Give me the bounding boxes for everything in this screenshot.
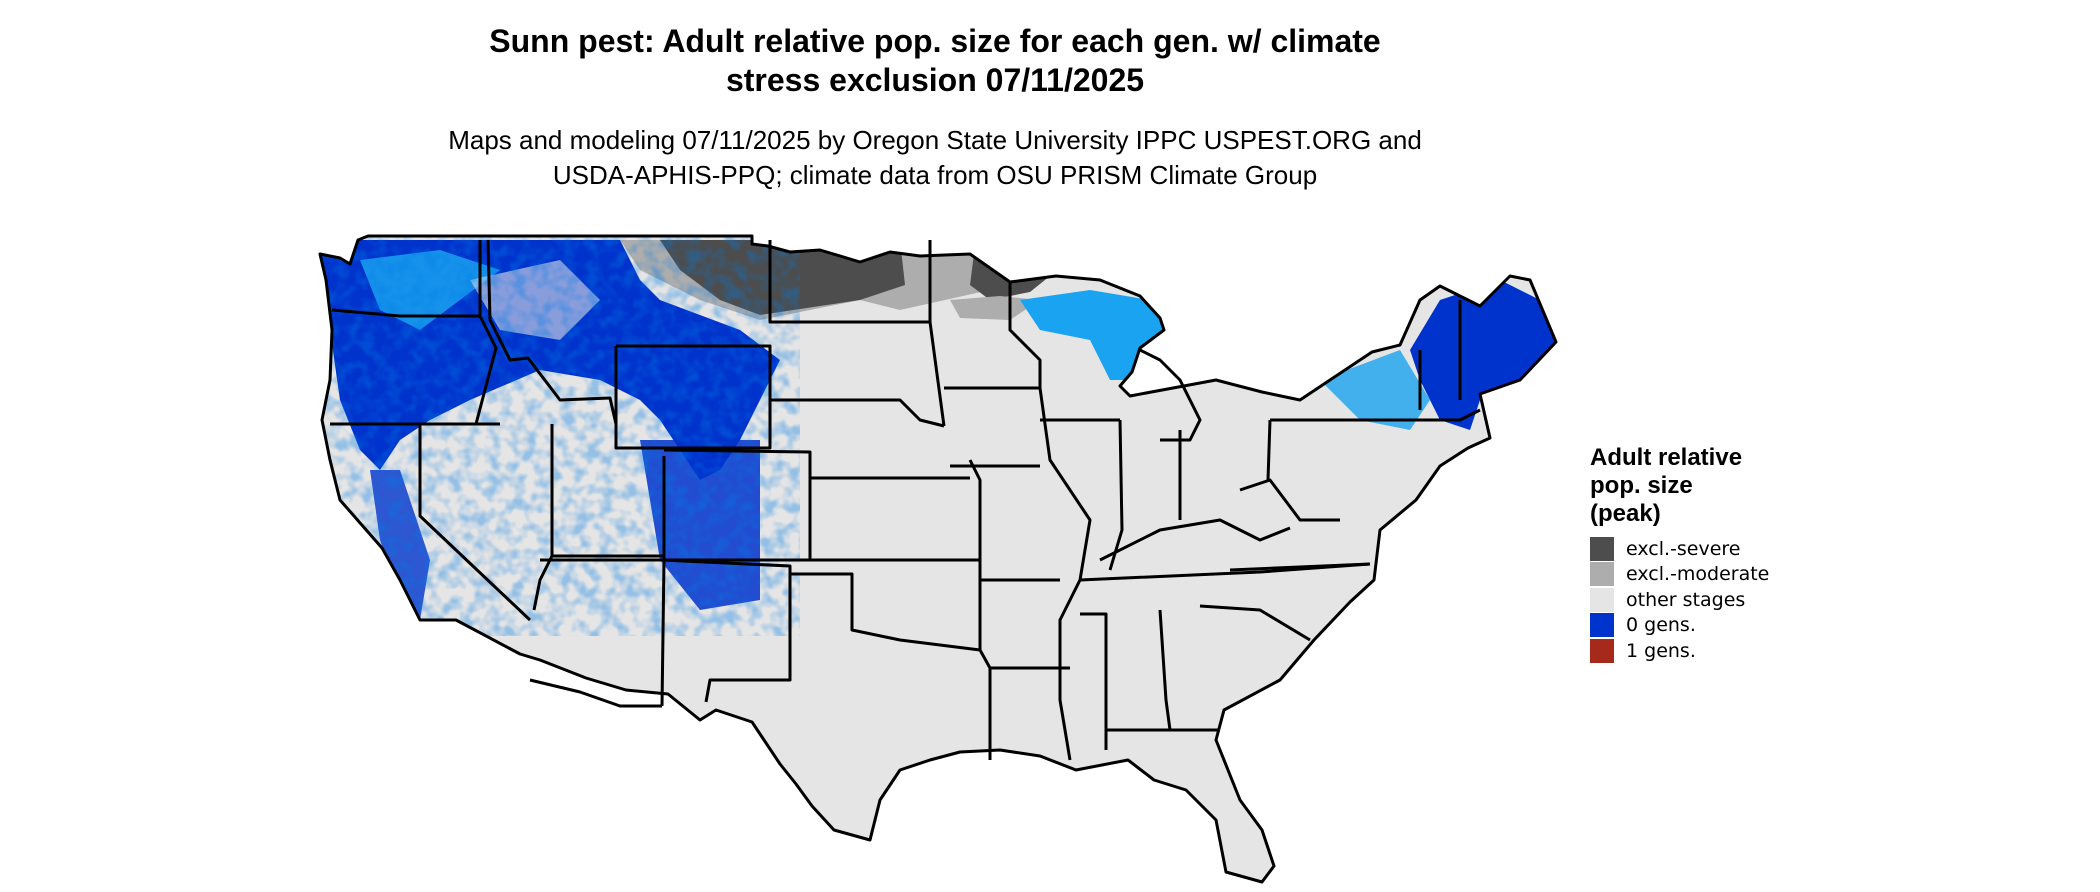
map-subtitle: Maps and modeling 07/11/2025 by Oregon S…: [0, 123, 1870, 193]
legend-swatch: [1590, 587, 1614, 612]
border-dakotas: [768, 240, 930, 324]
border-az-nm: [660, 559, 666, 707]
legend-item-excl-moderate: excl.-moderate: [1590, 562, 1769, 588]
border-ms-al: [1080, 612, 1108, 750]
legend-label: other stages: [1626, 588, 1746, 611]
title-line-1: Sunn pest: Adult relative pop. size for …: [489, 23, 1381, 59]
title-line-2: stress exclusion 07/11/2025: [725, 62, 1145, 98]
border-ga-sc: [1199, 604, 1311, 642]
border-nv-ut: [532, 424, 554, 611]
border-mt-wy: [614, 344, 772, 450]
border-il-in: [1108, 419, 1124, 571]
legend: Adult relative pop. size (peak) excl.-se…: [1590, 444, 1769, 664]
legend-label: 1 gens.: [1626, 639, 1696, 662]
border-wa-or: [331, 308, 480, 318]
legend-swatch: [1590, 562, 1614, 587]
legend-label: excl.-severe: [1626, 537, 1741, 560]
border-al-ga: [1158, 609, 1172, 731]
excl-moderate-mn: [950, 296, 1040, 320]
legend-item-1-gens: 1 gens.: [1590, 638, 1769, 664]
border-idaho-east: [486, 239, 618, 425]
blue-maine: [1410, 280, 1556, 430]
subtitle-line-1: Maps and modeling 07/11/2025 by Oregon S…: [448, 125, 1422, 155]
legend-title: Adult relative pop. size (peak): [1590, 444, 1769, 528]
border-ne-states: [1380, 408, 1481, 422]
state-borders: [318, 234, 1558, 884]
border-nd-mn: [928, 240, 946, 427]
border-az-mex: [529, 678, 662, 708]
us-outline: [318, 234, 1558, 884]
border-mn-wi: [1008, 282, 1042, 388]
legend-title-line-1: Adult relative: [1590, 444, 1743, 471]
border-nm-tx: [661, 558, 792, 703]
border-oh-pa: [1266, 419, 1272, 481]
legend-item-other-stages: other stages: [1590, 587, 1769, 613]
border-wv-va: [1239, 478, 1340, 522]
border-wa-id: [474, 240, 498, 425]
map-title: Sunn pest: Adult relative pop. size for …: [0, 22, 1870, 100]
border-ky: [1099, 518, 1291, 562]
subtitle-line-2: USDA-APHIS-PPQ; climate data from OSU PR…: [552, 160, 1318, 190]
legend-swatch: [1590, 536, 1614, 561]
border-ok-tx: [790, 572, 981, 652]
texture-speckle: [320, 236, 800, 636]
legend-swatch: [1590, 638, 1614, 663]
legend-title-line-2: pop. size: [1590, 472, 1693, 499]
legend-item-0-gens: 0 gens.: [1590, 613, 1769, 639]
legend-item-excl-severe: excl.-severe: [1590, 536, 1769, 562]
border-nc-va: [1229, 562, 1371, 572]
legend-swatch: [1590, 613, 1614, 638]
legend-title-line-3: (peak): [1590, 500, 1661, 527]
border-sd-ne: [770, 398, 945, 428]
border-ks-mo: [968, 459, 992, 760]
legend-label: 0 gens.: [1626, 614, 1696, 637]
legend-label: excl.-moderate: [1626, 563, 1770, 586]
border-ca-nv: [418, 424, 532, 622]
border-mi-lower: [1139, 348, 1202, 442]
border-co: [663, 448, 812, 562]
